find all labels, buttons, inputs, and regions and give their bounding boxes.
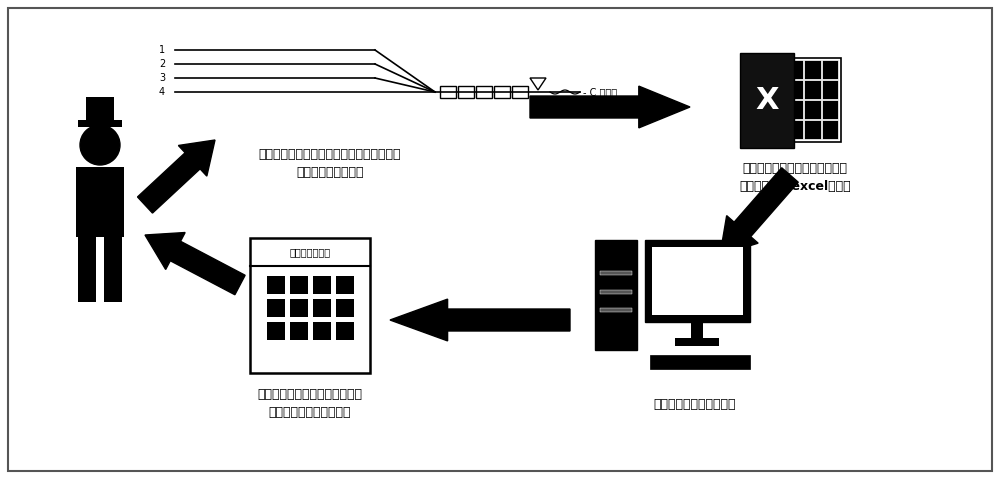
Bar: [787, 80, 803, 99]
Bar: [440, 86, 456, 98]
Text: 及编成车列编组要求: 及编成车列编组要求: [296, 166, 364, 179]
Bar: [290, 322, 308, 340]
Bar: [313, 299, 331, 317]
Bar: [250, 238, 370, 373]
Bar: [600, 308, 632, 312]
Bar: [691, 322, 703, 338]
Bar: [512, 86, 528, 98]
Bar: [804, 120, 821, 138]
Text: - C 牵出线: - C 牵出线: [583, 87, 617, 97]
Bar: [267, 322, 285, 340]
Bar: [313, 322, 331, 340]
Bar: [476, 86, 492, 98]
Text: 调车作业通知单: 调车作业通知单: [289, 247, 331, 257]
Bar: [645, 240, 750, 322]
Text: 调用求解器进行模型求解: 调用求解器进行模型求解: [654, 399, 736, 411]
Bar: [600, 289, 632, 294]
Polygon shape: [390, 299, 570, 341]
Text: 调度人员根据现场情况，确认待编车列状态: 调度人员根据现场情况，确认待编车列状态: [259, 148, 401, 161]
Bar: [675, 338, 719, 346]
Bar: [652, 247, 743, 315]
Bar: [290, 276, 308, 294]
Text: 将求解结果进行整理为调车作业: 将求解结果进行整理为调车作业: [258, 388, 362, 400]
Bar: [822, 60, 838, 79]
Text: 将待编车列状态及编组要求转化: 将待编车列状态及编组要求转化: [742, 162, 848, 175]
Polygon shape: [145, 232, 245, 295]
Bar: [104, 237, 122, 302]
Bar: [804, 60, 821, 79]
Polygon shape: [720, 168, 798, 255]
Text: 4: 4: [159, 87, 165, 97]
Bar: [650, 355, 750, 369]
Text: 通知单，并发送给调度员: 通知单，并发送给调度员: [269, 406, 351, 419]
Bar: [787, 60, 803, 79]
Bar: [787, 100, 803, 119]
Bar: [822, 80, 838, 99]
Bar: [740, 53, 794, 148]
Bar: [822, 120, 838, 138]
Bar: [313, 276, 331, 294]
Text: X: X: [755, 86, 779, 115]
Text: 为参数，存储在excel文件中: 为参数，存储在excel文件中: [739, 181, 851, 194]
Bar: [336, 276, 354, 294]
Bar: [76, 167, 124, 237]
Bar: [595, 240, 637, 350]
Polygon shape: [138, 140, 215, 213]
Bar: [290, 299, 308, 317]
Text: 2: 2: [159, 59, 165, 69]
Bar: [336, 299, 354, 317]
Text: 1: 1: [159, 45, 165, 55]
Bar: [600, 271, 632, 275]
Bar: [494, 86, 510, 98]
Text: 3: 3: [159, 73, 165, 83]
Bar: [336, 322, 354, 340]
Bar: [86, 97, 114, 122]
Bar: [785, 58, 841, 142]
Bar: [267, 276, 285, 294]
Circle shape: [80, 125, 120, 165]
Bar: [458, 86, 474, 98]
Bar: [804, 80, 821, 99]
Bar: [822, 100, 838, 119]
Bar: [78, 120, 122, 127]
Bar: [78, 237, 96, 302]
Bar: [787, 120, 803, 138]
Polygon shape: [530, 86, 690, 128]
Bar: [267, 299, 285, 317]
Bar: [804, 100, 821, 119]
